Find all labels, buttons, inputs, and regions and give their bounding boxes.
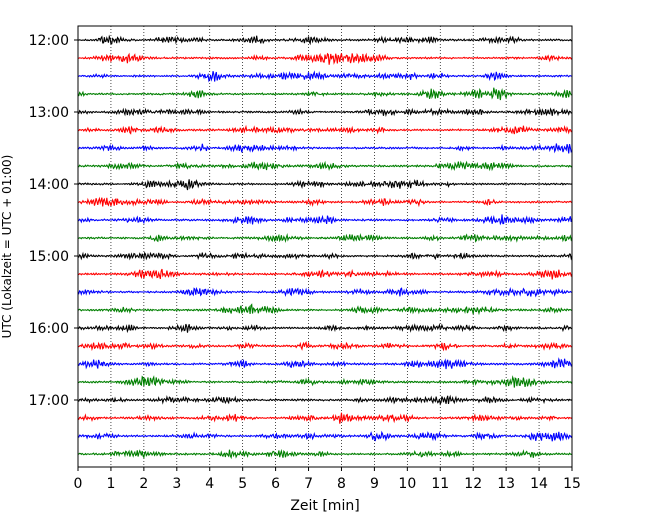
x-tick-label: 15 (563, 476, 581, 492)
trace-15:45 (77, 303, 573, 316)
trace-15:30 (77, 286, 573, 298)
x-tick-label: 1 (106, 476, 115, 492)
y-tick-label: 15:00 (29, 249, 69, 265)
x-tick-label: 7 (304, 476, 313, 492)
y-tick-label: 17:00 (29, 393, 69, 409)
trace-14:00 (77, 178, 573, 191)
trace-13:15 (77, 124, 573, 135)
trace-16:45 (77, 375, 573, 388)
trace-13:45 (77, 160, 573, 172)
trace-12:00 (77, 34, 573, 46)
trace-16:00 (77, 323, 573, 334)
x-tick-label: 14 (530, 476, 548, 492)
x-tick-label: 6 (271, 476, 280, 492)
trace-12:15 (77, 52, 573, 65)
x-tick-label: 2 (139, 476, 148, 492)
trace-14:15 (77, 196, 573, 208)
y-axis: 12:00 13:00 14:00 15:00 16:00 17:00 (29, 33, 78, 409)
x-tick-label: 3 (172, 476, 181, 492)
y-tick-label: 12:00 (29, 33, 69, 49)
x-tick-label: 10 (398, 476, 416, 492)
trace-12:45 (77, 87, 573, 101)
trace-15:15 (77, 268, 573, 280)
trace-15:00 (77, 251, 573, 261)
traces (77, 34, 573, 460)
trace-14:30 (77, 214, 573, 226)
plot-frame (77, 25, 573, 468)
x-tick-label: 13 (497, 476, 515, 492)
x-tick-label: 4 (205, 476, 214, 492)
x-tick-label: 11 (431, 476, 449, 492)
y-tick-label: 16:00 (29, 321, 69, 337)
x-tick-label: 9 (370, 476, 379, 492)
x-tick-label: 0 (74, 476, 83, 492)
y-tick-label: 13:00 (29, 105, 69, 121)
trace-13:00 (77, 107, 573, 117)
trace-16:30 (77, 357, 573, 370)
x-axis: 0 1 2 3 4 5 6 7 8 9 10 11 12 13 14 15 (74, 467, 581, 492)
y-tick-label: 14:00 (29, 177, 69, 193)
y-axis-label: UTC (Lokalzeit = UTC + 01:00) (0, 155, 14, 339)
trace-17:45 (77, 448, 573, 460)
trace-17:15 (77, 412, 573, 424)
x-tick-label: 5 (238, 476, 247, 492)
trace-17:00 (77, 394, 573, 406)
x-tick-label: 12 (464, 476, 482, 492)
trace-16:15 (77, 341, 573, 352)
x-axis-label: Zeit [min] (290, 498, 359, 514)
x-tick-label: 8 (337, 476, 346, 492)
trace-12:30 (77, 70, 573, 83)
trace-17:30 (77, 430, 573, 442)
trace-14:45 (77, 232, 573, 244)
trace-13:30 (77, 143, 573, 154)
